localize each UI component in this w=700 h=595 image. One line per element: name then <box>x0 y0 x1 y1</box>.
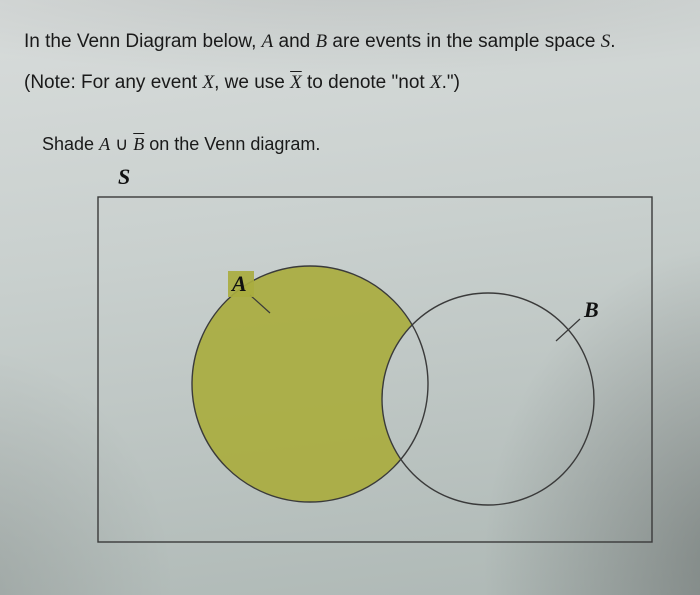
t: and <box>273 31 315 52</box>
sym-X2: X <box>430 72 442 93</box>
t: In the Venn Diagram below, <box>24 31 262 52</box>
t: (Note: For any event <box>24 72 202 93</box>
venn-svg: AB <box>90 189 660 549</box>
t: Shade <box>42 134 99 154</box>
circle-label-B: B <box>583 297 599 322</box>
sym-X: X <box>202 72 214 93</box>
union-symbol: ∪ <box>110 134 133 154</box>
t: . <box>610 31 615 52</box>
sym-Xbar: X <box>290 72 302 93</box>
sym-A: A <box>262 31 274 52</box>
t: , we use <box>214 72 290 93</box>
instruction-line: Shade A ∪ B on the Venn diagram. <box>42 131 676 158</box>
t: on the Venn diagram. <box>144 134 320 154</box>
sym-A2: A <box>99 134 110 154</box>
t: are events in the sample space <box>327 31 601 52</box>
problem-line-2: (Note: For any event X, we use X to deno… <box>24 69 676 98</box>
sym-S: S <box>601 31 611 52</box>
t: .") <box>442 72 460 93</box>
problem-line-1: In the Venn Diagram below, A and B are e… <box>24 28 676 57</box>
circle-label-A: A <box>230 271 247 296</box>
sym-B: B <box>316 31 328 52</box>
t: to denote "not <box>302 72 430 93</box>
venn-diagram: S AB <box>90 164 660 549</box>
label-S: S <box>118 164 130 190</box>
sym-Bbar: B <box>133 134 144 154</box>
